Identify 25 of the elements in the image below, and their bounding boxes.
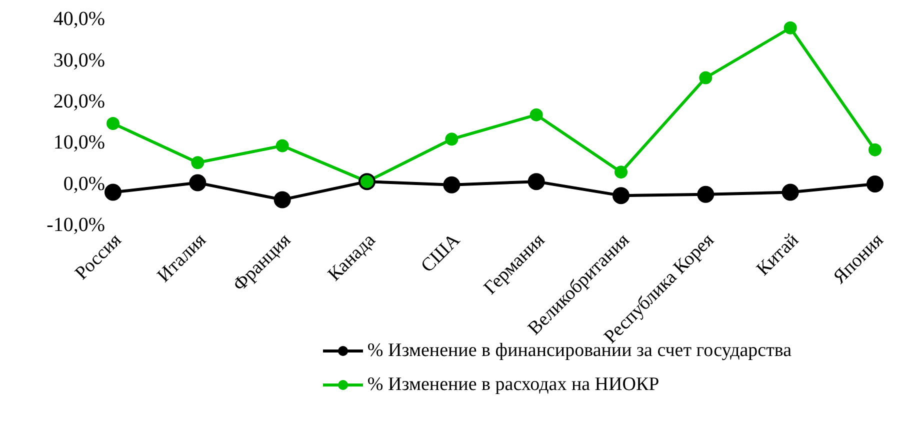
point: [868, 143, 882, 156]
point: [191, 156, 204, 170]
point: [697, 186, 714, 203]
y-tick-label: -10,0%: [46, 214, 105, 236]
point: [276, 139, 289, 152]
point: [106, 116, 120, 130]
legend-label: % Изменение в расходах на НИОКР: [367, 374, 660, 396]
y-tick-label: 10,0%: [53, 132, 105, 154]
point: [866, 176, 884, 193]
y-tick-label: 0,0%: [63, 172, 105, 195]
y-tick-label: 20,0%: [53, 90, 105, 112]
point: [784, 21, 797, 34]
point: [699, 71, 712, 84]
point: [104, 184, 122, 201]
y-tick-label: 40,0%: [53, 8, 105, 30]
point: [612, 187, 630, 204]
point: [443, 176, 460, 194]
point: [274, 191, 291, 208]
y-tick-label: 30,0%: [53, 49, 105, 72]
point: [782, 184, 799, 201]
point: [189, 174, 206, 192]
point: [528, 173, 545, 190]
point: [445, 132, 458, 146]
point: [530, 108, 543, 122]
point: [614, 166, 628, 179]
